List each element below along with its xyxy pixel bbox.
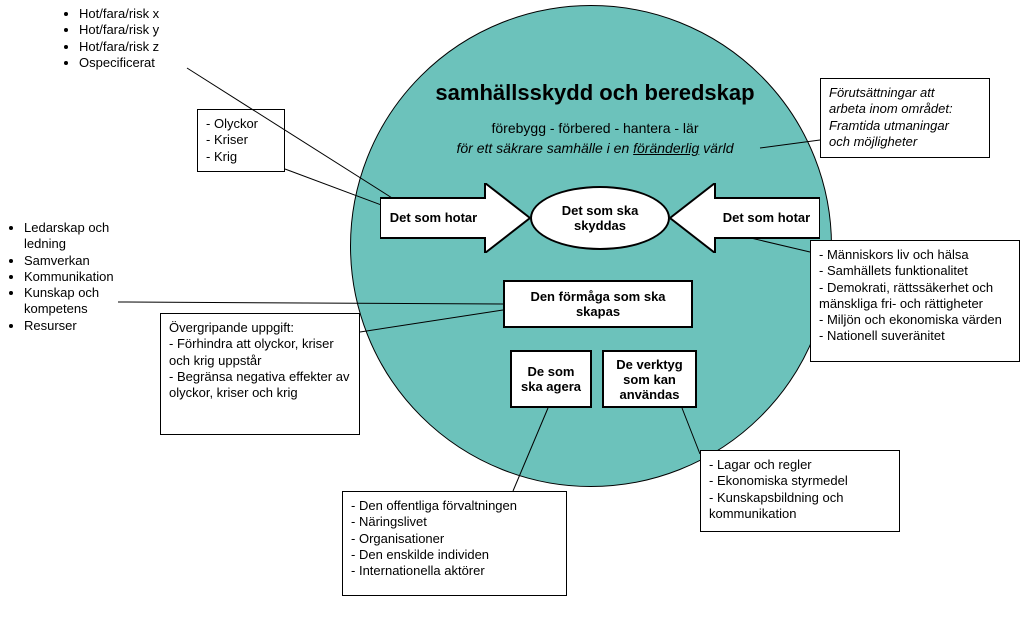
box-tools: Lagar och reglerEkonomiska styrmedelKuns… [700,450,900,532]
list-item: Kunskapsbildning och kommunikation [709,490,891,523]
list-item: Förhindra att olyckor, kriser och krig u… [169,336,351,369]
box-list: Lagar och reglerEkonomiska styrmedelKuns… [709,457,891,522]
center-ellipse: Det som ska skyddas [530,186,670,250]
list-item: Näringslivet [351,514,558,530]
box-list: Hot/fara/risk xHot/fara/risk yHot/fara/r… [63,6,202,71]
list-item: Hot/fara/risk z [79,39,202,55]
box-line: Framtida utmaningar [829,118,981,134]
list-item: Ekonomiska styrmedel [709,473,891,489]
subtitle2-post: värld [699,140,733,156]
list-item: Begränsa negativa effekter av olyckor, k… [169,369,351,402]
list-item: Internationella aktörer [351,563,558,579]
list-item: Samhällets funktionalitet [819,263,1011,279]
diagram-title: samhällsskydd och beredskap [430,80,760,106]
subtitle2-underlined: föränderlig [633,140,699,156]
box-line: arbeta inom området: [829,101,981,117]
list-item: Lagar och regler [709,457,891,473]
box-actors: Den offentliga förvaltningenNäringslivet… [342,491,567,596]
list-item: Hot/fara/risk y [79,22,202,38]
box-list: OlyckorKriserKrig [206,116,276,165]
box-task: Övergripande uppgift:Förhindra att olyck… [160,313,360,435]
list-item: Den enskilde individen [351,547,558,563]
list-item: Människors liv och hälsa [819,247,1011,263]
arrow-right-label: Det som hotar [718,210,815,225]
ability-rect: Den förmåga som ska skapas [503,280,693,328]
list-item: Demokrati, rättssäkerhet och mänskliga f… [819,280,1011,313]
tools-rect: De verktyg som kan användas [602,350,697,408]
list-item: Organisationer [351,531,558,547]
list-item: Ospecificerat [79,55,202,71]
box-line: Förutsättningar att [829,85,981,101]
box-list: Förhindra att olyckor, kriser och krig u… [169,336,351,401]
box-line: och möjligheter [829,134,981,150]
list-item: Kunskap och kompetens [24,285,122,318]
box-list: Människors liv och hälsaSamhällets funkt… [819,247,1011,345]
box-list: Ledarskap och ledningSamverkanKommunikat… [8,220,122,334]
actors-rect: De som ska agera [510,350,592,408]
box-list: Den offentliga förvaltningenNäringslivet… [351,498,558,579]
list-item: Kriser [206,132,276,148]
diagram-subtitle-2: för ett säkrare samhälle i en föränderli… [430,140,760,156]
box-heading: Övergripande uppgift: [169,320,351,336]
list-item: Ledarskap och ledning [24,220,122,253]
list-item: Resurser [24,318,122,334]
box-protect: Människors liv och hälsaSamhällets funkt… [810,240,1020,362]
list-item: Nationell suveränitet [819,328,1011,344]
diagram-stage: samhällsskydd och beredskap förebygg - f… [0,0,1024,626]
list-item: Den offentliga förvaltningen [351,498,558,514]
arrow-left-label: Det som hotar [385,210,482,225]
list-item: Hot/fara/risk x [79,6,202,22]
box-prereq: Förutsättningar attarbeta inom området:F… [820,78,990,158]
list-item: Samverkan [24,253,122,269]
list-item: Kommunikation [24,269,122,285]
box-capabilities-list: Ledarskap och ledningSamverkanKommunikat… [0,214,130,340]
diagram-subtitle-1: förebygg - förbered - hantera - lär [430,120,760,136]
box-events-list: OlyckorKriserKrig [197,109,285,172]
subtitle2-pre: för ett säkrare samhälle i en [456,140,633,156]
list-item: Olyckor [206,116,276,132]
list-item: Krig [206,149,276,165]
list-item: Miljön och ekonomiska värden [819,312,1011,328]
box-threats-list: Hot/fara/risk xHot/fara/risk yHot/fara/r… [55,0,210,77]
